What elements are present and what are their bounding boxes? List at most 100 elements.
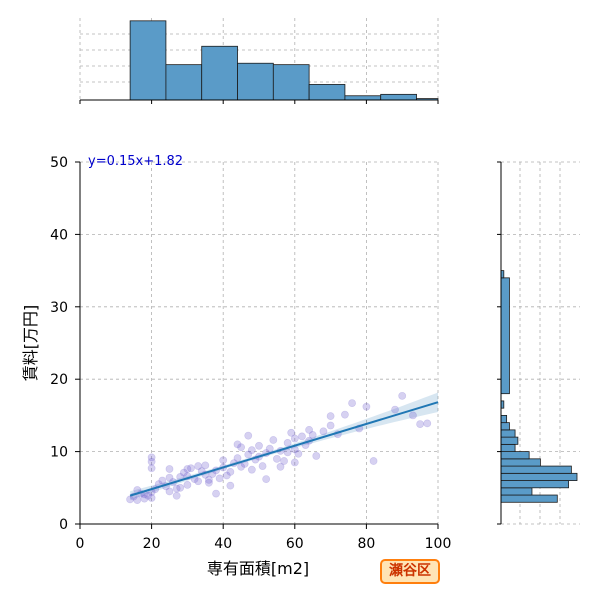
scatter-point	[247, 446, 256, 455]
scatter-point	[194, 477, 203, 486]
scatter-point	[233, 440, 242, 449]
scatter-point	[172, 491, 181, 500]
x-tick-label: 80	[357, 536, 375, 552]
scatter-point	[290, 434, 299, 443]
scatter-point	[362, 402, 371, 411]
top-hist-bar	[165, 64, 203, 101]
scatter-point	[290, 458, 299, 467]
right-marginal-histogram	[500, 270, 578, 503]
scatter-point	[308, 431, 317, 439]
x-tick-label: 20	[143, 536, 161, 552]
scatter-point	[133, 496, 142, 505]
top-hist-bar	[272, 64, 310, 101]
scatter-point	[144, 491, 152, 500]
scatter-point	[280, 457, 288, 465]
top-hist-bar	[201, 45, 238, 101]
top-hist-bar	[308, 84, 346, 101]
right-hist-bar	[500, 429, 516, 438]
right-hist-bar	[500, 443, 516, 452]
y-tick-label: 50	[50, 155, 68, 171]
scatter-point	[269, 436, 278, 444]
scatter-point	[237, 443, 245, 452]
x-tick-label: 100	[425, 536, 452, 552]
axes	[75, 99, 502, 529]
scatter-point	[294, 449, 303, 458]
scatter-point	[204, 475, 213, 484]
scatter-point	[319, 427, 328, 436]
scatter-point	[226, 467, 235, 476]
scatter-point	[147, 494, 156, 502]
scatter-point	[147, 457, 156, 466]
scatter-point	[219, 456, 228, 465]
scatter-point	[237, 462, 245, 471]
scatter-point	[204, 478, 213, 487]
scatter-point	[348, 399, 356, 407]
scatter-point	[287, 428, 296, 437]
scatter-point	[244, 450, 253, 459]
scatter-point	[272, 454, 281, 463]
scatter-point	[391, 405, 399, 414]
scatter-point	[247, 465, 256, 474]
top-hist-bar	[129, 20, 167, 101]
scatter-point	[126, 495, 135, 504]
scatter-point	[283, 439, 292, 447]
scatter-point	[326, 412, 335, 421]
scatter-point	[194, 462, 203, 470]
x-tick-label: 40	[214, 536, 232, 552]
right-hist-bar	[500, 472, 578, 481]
scatter-point	[262, 475, 271, 484]
scatter-point	[283, 448, 292, 457]
scatter-point	[165, 465, 174, 473]
regression-line-group	[129, 401, 439, 497]
scatter-point	[341, 410, 349, 419]
scatter-point	[326, 421, 335, 430]
top-hist-bar	[237, 62, 274, 101]
x-tick-label: 60	[286, 536, 304, 552]
right-hist-bar	[500, 451, 530, 460]
scatter-point	[147, 453, 156, 462]
scatter-point	[369, 457, 378, 465]
right-hist-bar	[500, 436, 519, 445]
y-axis-title: 賃料[万円]	[21, 305, 40, 382]
y-tick-label: 0	[59, 517, 68, 533]
y-tick-label: 10	[50, 445, 68, 461]
scatter-point	[172, 484, 181, 493]
scatter-point	[183, 481, 192, 489]
right-hist-bar	[500, 465, 572, 474]
tick-labels: 0 20 40 60 80 100 0 10 20 30 40 50	[50, 155, 451, 552]
right-hist-bar	[500, 458, 541, 467]
x-tick-label: 0	[76, 536, 85, 552]
right-hist-bar	[500, 277, 510, 395]
y-tick-label: 20	[50, 372, 68, 388]
right-hist-bar	[500, 414, 508, 424]
scatter-point	[179, 468, 188, 477]
y-tick-label: 40	[50, 227, 68, 243]
y-tick-label: 30	[50, 300, 68, 316]
scatter-point	[305, 425, 314, 434]
scatter-point	[226, 481, 235, 490]
scatter-point	[398, 391, 407, 400]
scatter-point	[265, 444, 274, 453]
scatter-point	[215, 474, 224, 483]
scatter-point	[140, 494, 149, 503]
scatter-point	[312, 452, 321, 460]
scatter-point	[201, 461, 210, 470]
scatter-point	[183, 465, 192, 473]
scatter-point	[255, 441, 263, 450]
top-hist-bar	[344, 95, 382, 101]
x-axis-title: 専有面積[m2]	[207, 559, 309, 578]
scatter-point	[187, 464, 195, 473]
scatter-point	[165, 487, 174, 496]
top-hist-bar	[380, 93, 417, 101]
scatter-point	[409, 411, 417, 420]
scatter-point	[258, 462, 267, 470]
scatter-points	[126, 391, 432, 505]
scatter-point	[276, 462, 285, 471]
scatter-point	[416, 420, 424, 428]
regression-line	[129, 401, 439, 497]
right-hist-bar	[500, 487, 533, 496]
scatter-point	[222, 471, 231, 480]
right-hist-bar	[500, 480, 569, 489]
